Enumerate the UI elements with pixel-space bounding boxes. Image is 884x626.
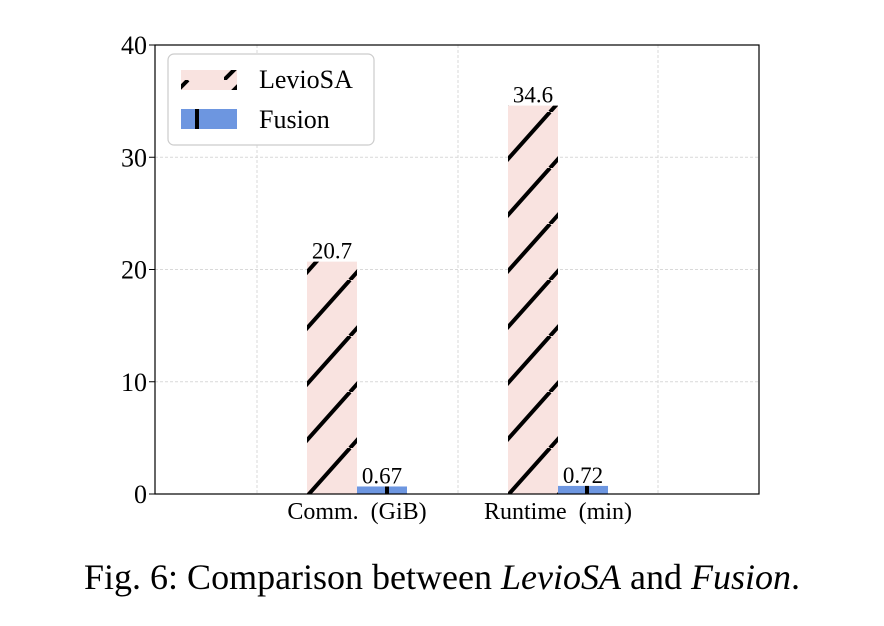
- legend-item-leviosa: LevioSA: [181, 65, 353, 94]
- figure-caption: Fig. 6: Comparison between LevioSA and F…: [0, 556, 884, 598]
- x-tick-label: Comm. (GiB): [287, 499, 426, 525]
- legend: LevioSA Fusion: [167, 53, 375, 146]
- caption-prefix: Fig. 6: Comparison between: [84, 557, 501, 597]
- legend-label: Fusion: [259, 105, 330, 134]
- y-tick-label: 10: [121, 368, 147, 397]
- x-axis: Comm. (GiB) Runtime (min): [287, 499, 632, 525]
- bar-hatch: [307, 261, 357, 494]
- y-tick-label: 0: [134, 480, 147, 509]
- caption-leviosa: LevioSA: [500, 557, 621, 597]
- value-label: 0.72: [563, 463, 603, 488]
- legend-swatch-hatch: [181, 109, 237, 129]
- bar-leviosa-2: [508, 105, 558, 495]
- bar-fusion-1: [357, 486, 407, 494]
- bar-chart: 20.7 34.6 0.67 0.72 0 10 20 30 40 Comm. (GiB) Ru…: [121, 31, 760, 525]
- y-tick-label: 30: [121, 143, 147, 172]
- caption-suffix: .: [790, 557, 800, 597]
- legend-swatch-hatch: [181, 70, 237, 90]
- grid-lines: [155, 45, 759, 494]
- bar-leviosa-1: [307, 261, 357, 494]
- value-label: 20.7: [312, 239, 352, 264]
- value-labels-group: 20.7 34.6 0.67 0.72: [312, 83, 603, 489]
- value-label: 0.67: [362, 463, 402, 488]
- y-tick-label: 40: [121, 31, 147, 60]
- legend-label: LevioSA: [259, 65, 353, 94]
- bar-hatch: [558, 485, 608, 494]
- legend-item-fusion: Fusion: [181, 105, 330, 134]
- bar-hatch: [357, 486, 407, 494]
- x-tick-label: Runtime (min): [484, 499, 632, 525]
- value-label: 34.6: [513, 83, 553, 108]
- caption-fusion: Fusion: [690, 557, 791, 597]
- bar-hatch: [508, 105, 558, 495]
- bar-fusion-2: [558, 485, 608, 494]
- y-tick-label: 20: [121, 256, 147, 285]
- y-axis: 0 10 20 30 40: [121, 31, 155, 509]
- caption-middle: and: [620, 557, 691, 597]
- bars-group: [307, 105, 608, 495]
